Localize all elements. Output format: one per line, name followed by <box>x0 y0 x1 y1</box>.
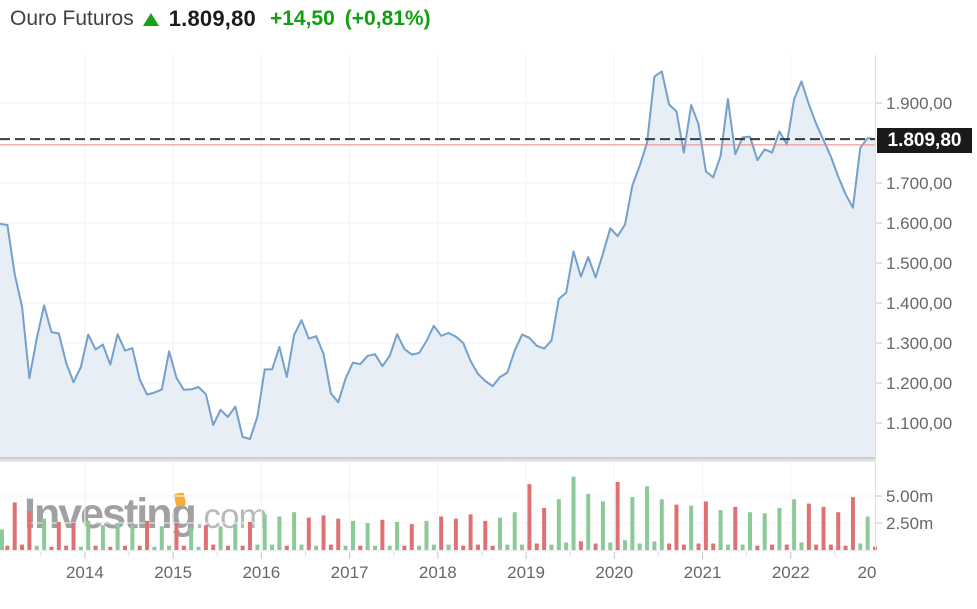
svg-text:2022: 2022 <box>772 563 810 582</box>
svg-text:2014: 2014 <box>66 563 104 582</box>
svg-text:2019: 2019 <box>507 563 545 582</box>
instrument-header: Ouro Futuros 1.809,80 +14,50 (+0,81%) <box>10 5 431 33</box>
svg-text:1.809,80: 1.809,80 <box>888 130 962 151</box>
svg-text:1.500,00: 1.500,00 <box>886 254 952 273</box>
svg-text:5.00m: 5.00m <box>886 487 933 506</box>
svg-text:1.100,00: 1.100,00 <box>886 414 952 433</box>
current-price-badge: 1.809,80 <box>877 128 972 153</box>
svg-text:1.200,00: 1.200,00 <box>886 374 952 393</box>
price-up-arrow-icon <box>142 12 159 26</box>
svg-text:2016: 2016 <box>242 563 280 582</box>
instrument-title: Ouro Futuros <box>10 7 134 30</box>
svg-text:2021: 2021 <box>684 563 722 582</box>
panel-separator <box>0 55 876 552</box>
svg-text:2020: 2020 <box>595 563 633 582</box>
last-price: 1.809,80 <box>168 6 256 31</box>
price-area-series <box>0 70 876 458</box>
svg-text:1.900,00: 1.900,00 <box>886 94 952 113</box>
svg-text:2017: 2017 <box>331 563 369 582</box>
price-change: +14,50 <box>269 7 335 30</box>
svg-text:2015: 2015 <box>154 563 192 582</box>
reference-lines <box>0 138 875 146</box>
svg-text:20: 20 <box>858 563 877 582</box>
investing-watermark: Investing.com <box>24 490 268 539</box>
svg-text:2.50m: 2.50m <box>886 514 933 533</box>
svg-text:2018: 2018 <box>419 563 457 582</box>
axis-labels: 1.900,00 1.700,00 1.600,00 1.500,00 1.400,00… <box>40 94 952 582</box>
volume-bars <box>0 476 877 550</box>
svg-text:1.300,00: 1.300,00 <box>886 334 952 353</box>
svg-text:1.400,00: 1.400,00 <box>886 294 952 313</box>
price-change-percent: (+0,81%) <box>344 7 431 30</box>
svg-text:1.600,00: 1.600,00 <box>886 214 952 233</box>
svg-text:1.700,00: 1.700,00 <box>886 174 952 193</box>
watermark-text: Investing <box>24 490 197 538</box>
